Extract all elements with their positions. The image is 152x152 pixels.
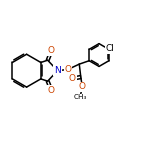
- Text: O: O: [48, 86, 55, 95]
- Text: CH₃: CH₃: [74, 94, 88, 100]
- Text: O: O: [69, 74, 76, 83]
- Text: O: O: [64, 65, 71, 74]
- Text: Cl: Cl: [105, 44, 114, 53]
- Text: O: O: [79, 82, 86, 92]
- Text: N: N: [54, 66, 61, 75]
- Text: O: O: [48, 46, 55, 55]
